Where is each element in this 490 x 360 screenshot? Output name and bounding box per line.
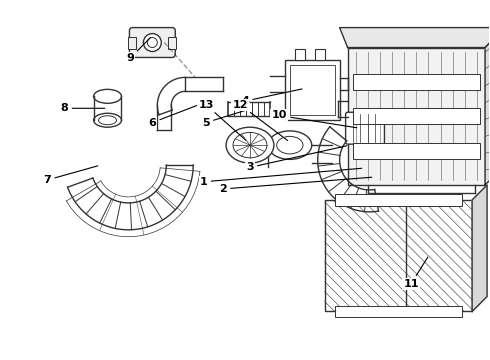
Bar (285, 60, 340, 120)
Ellipse shape (94, 89, 122, 103)
FancyBboxPatch shape (129, 28, 175, 58)
FancyBboxPatch shape (345, 112, 385, 144)
Bar (335, 194, 462, 206)
Text: 10: 10 (271, 111, 357, 128)
Polygon shape (340, 28, 490, 48)
Text: 3: 3 (246, 146, 347, 172)
Text: 6: 6 (148, 103, 202, 128)
Bar (168, 37, 176, 49)
Text: 12: 12 (232, 100, 288, 140)
Ellipse shape (268, 131, 312, 159)
Bar (335, 306, 462, 318)
Ellipse shape (226, 127, 274, 163)
Bar (290, 66, 335, 115)
Bar (353, 143, 480, 159)
Bar (315, 49, 325, 60)
Text: 7: 7 (44, 166, 98, 185)
Text: 2: 2 (219, 177, 372, 194)
Circle shape (144, 33, 161, 51)
Text: 13: 13 (198, 100, 246, 140)
Bar (347, 48, 485, 185)
Bar (295, 49, 305, 60)
Polygon shape (472, 185, 487, 311)
Ellipse shape (94, 113, 122, 127)
Bar (353, 74, 480, 90)
Bar (128, 37, 136, 49)
Bar (325, 200, 472, 311)
Text: 11: 11 (403, 257, 428, 289)
Polygon shape (485, 28, 490, 185)
Text: 5: 5 (202, 110, 246, 128)
Text: 1: 1 (199, 168, 362, 187)
Text: 8: 8 (61, 103, 105, 113)
Text: 4: 4 (241, 89, 302, 106)
Text: 9: 9 (126, 37, 150, 63)
Bar (353, 108, 480, 124)
